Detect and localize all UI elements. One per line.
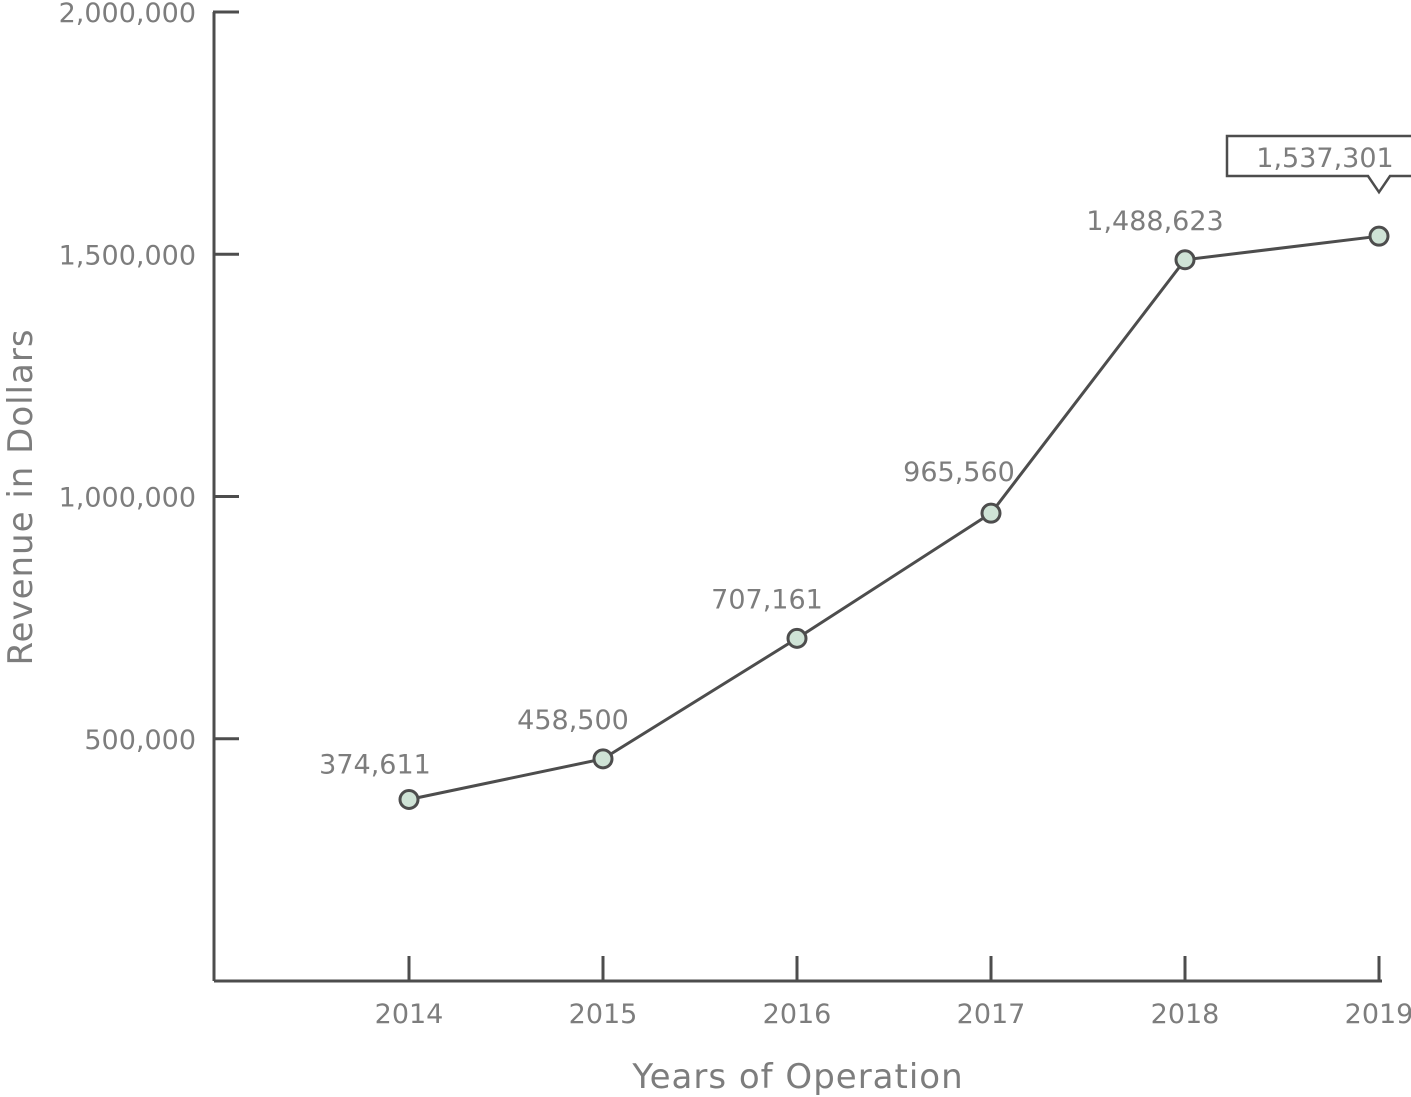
x-tick-label: 2017 [957,999,1026,1030]
x-tick-label: 2019 [1345,999,1411,1030]
y-axis-title: Revenue in Dollars [1,328,41,665]
x-tick-label: 2014 [375,999,444,1030]
y-tick-label: 1,500,000 [59,240,196,271]
data-label: 1,488,623 [1086,206,1223,237]
data-label: 707,161 [711,584,823,615]
y-tick-label: 1,000,000 [59,483,196,514]
series: 374,611 458,500 707,161 965,560 1,488,623 1,5… [319,134,1411,811]
data-label: 374,611 [319,750,431,781]
data-point [786,627,808,649]
data-point [1368,225,1390,247]
x-tick-label: 2018 [1151,999,1220,1030]
series-line [408,234,1380,801]
y-ticks: 500,000 1,000,000 1,500,000 2,000,000 [59,0,239,756]
y-tick-label: 500,000 [84,725,196,756]
data-label: 458,500 [517,705,629,736]
data-point [980,502,1002,524]
y-tick-label: 2,000,000 [59,0,196,29]
x-axis-title: Years of Operation [631,1057,963,1097]
data-point [592,748,614,770]
data-label: 965,560 [903,457,1015,488]
x-tick-label: 2015 [569,999,638,1030]
x-tick-label: 2016 [763,999,832,1030]
data-label: 1,537,301 [1256,143,1393,174]
data-point [1174,249,1196,271]
callout-box [1225,134,1411,195]
x-ticks: 2014 2015 2016 2017 2018 2019 [375,956,1411,1030]
axes [212,12,1382,983]
data-point [398,789,420,811]
